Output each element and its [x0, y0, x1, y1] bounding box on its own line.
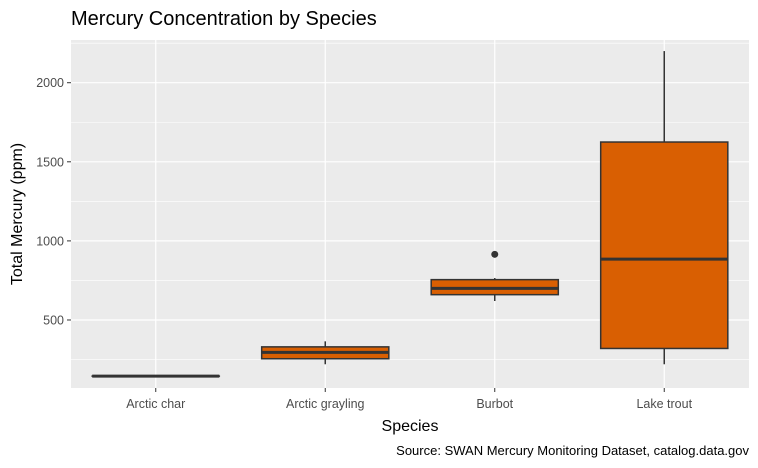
y-tick-label: 1000	[36, 234, 64, 248]
box-group	[91, 51, 729, 378]
y-tick-label: 1500	[36, 155, 64, 169]
chart-title: Mercury Concentration by Species	[71, 8, 377, 30]
box-lake-trout	[599, 51, 729, 365]
x-tick-label: Lake trout	[636, 397, 692, 411]
x-tick-label: Burbot	[476, 397, 513, 411]
x-tick-label: Arctic char	[126, 397, 185, 411]
y-tick-label: 2000	[36, 76, 64, 90]
x-axis: Arctic char Arctic grayling Burbot Lake tro…	[126, 388, 693, 411]
outlier-point	[491, 250, 499, 258]
box-burbot	[430, 250, 560, 301]
x-axis-title: Species	[382, 418, 439, 435]
box-body	[599, 141, 729, 350]
chart-caption: Source: SWAN Mercury Monitoring Dataset,…	[396, 443, 749, 458]
y-axis-title: Total Mercury (ppm)	[9, 143, 26, 285]
box-arctic-grayling	[260, 341, 390, 365]
y-tick-label: 500	[43, 313, 64, 327]
x-tick-label: Arctic grayling	[286, 397, 365, 411]
y-axis: 500 1000 1500 2000	[36, 76, 71, 327]
